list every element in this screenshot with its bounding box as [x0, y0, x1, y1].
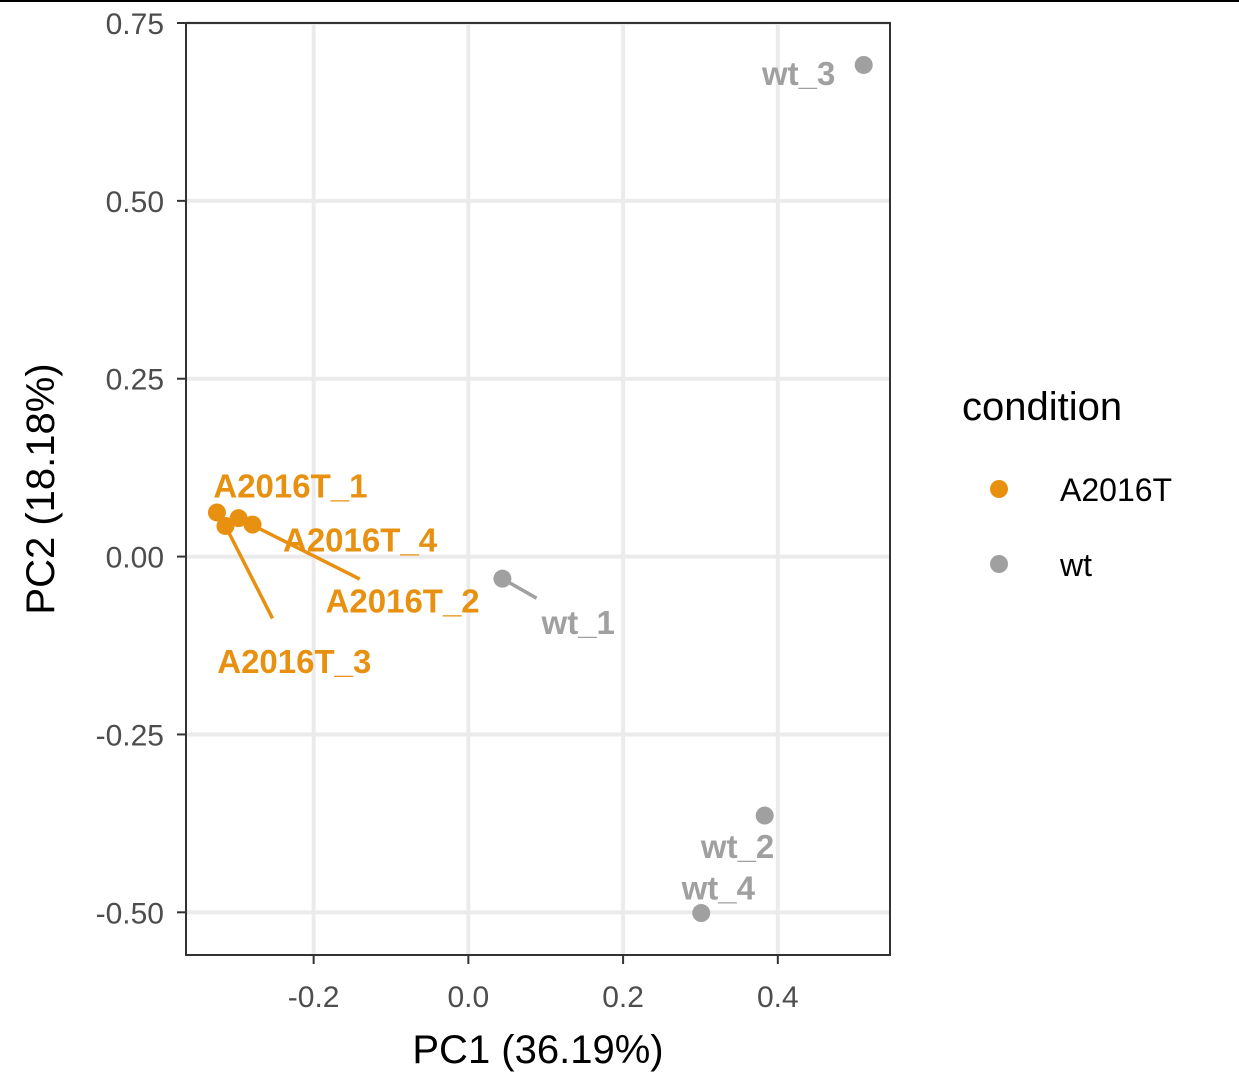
x-tick-label: 0.4 — [757, 981, 799, 1014]
x-tick-label: -0.2 — [288, 981, 340, 1014]
point-wt_2 — [755, 806, 774, 825]
y-axis: -0.50 -0.25 0.00 0.25 0.50 0.75 — [96, 8, 186, 930]
legend-title: condition — [962, 385, 1122, 429]
label-wt_3: wt_3 — [761, 55, 835, 92]
point-wt_3 — [854, 55, 873, 74]
y-tick-label: -0.50 — [96, 897, 164, 930]
x-tick-label: 0.0 — [448, 981, 490, 1014]
plot-panel-border — [185, 22, 891, 956]
label-a2016t_3: A2016T_3 — [217, 643, 371, 680]
label-a2016t_1: A2016T_1 — [213, 467, 367, 504]
point-wt_4 — [692, 904, 711, 923]
point-wt_1 — [493, 569, 512, 588]
legend-key-a2016t — [990, 480, 1008, 498]
y-axis-title: PC2 (18.18%) — [19, 363, 63, 614]
legend: condition A2016T wt — [962, 385, 1172, 583]
label-wt_2: wt_2 — [700, 828, 774, 865]
legend-key-wt — [990, 555, 1008, 573]
x-axis-title: PC1 (36.19%) — [412, 1028, 663, 1072]
y-tick-label: 0.00 — [106, 542, 164, 575]
y-tick-label: 0.50 — [106, 186, 164, 219]
connector-a2016t_3 — [223, 525, 275, 620]
point-a2016t_3 — [216, 516, 235, 535]
x-axis: -0.2 0.0 0.2 0.4 — [288, 955, 799, 1014]
point-a2016t_4 — [243, 515, 262, 534]
legend-label-a2016t: A2016T — [1060, 472, 1172, 508]
y-tick-label: 0.25 — [106, 364, 164, 397]
legend-entries: A2016T wt — [990, 472, 1172, 583]
y-tick-label: 0.75 — [106, 8, 164, 41]
label-wt_4: wt_4 — [681, 869, 756, 906]
legend-label-wt: wt — [1059, 547, 1092, 583]
point-a2016t_2 — [229, 509, 248, 528]
point-a2016t_1 — [207, 503, 226, 522]
y-tick-label: -0.25 — [96, 719, 164, 752]
x-tick-label: 0.2 — [602, 981, 644, 1014]
label-a2016t_4: A2016T_4 — [283, 522, 438, 559]
label-a2016t_2: A2016T_2 — [326, 583, 480, 620]
top-rule — [0, 0, 1239, 2]
point-labels: A2016T_1 A2016T_2 A2016T_3 A2016T_4 wt_1 wt_2… — [213, 55, 835, 907]
label-wt_1: wt_1 — [541, 604, 615, 641]
data-points — [207, 55, 873, 923]
